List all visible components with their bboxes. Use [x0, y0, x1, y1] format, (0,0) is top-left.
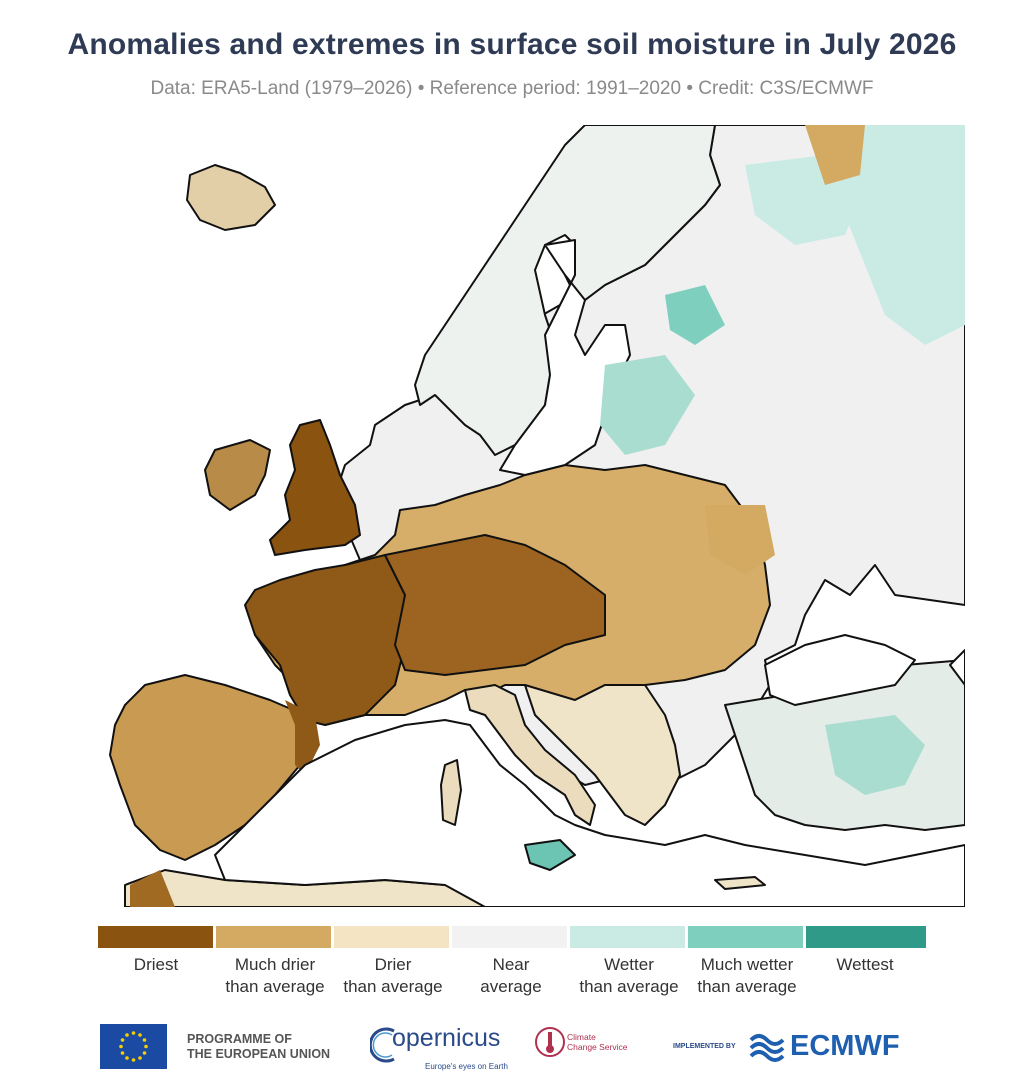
mediterranean-sea	[214, 719, 965, 907]
legend-swatch-much-drier	[216, 926, 331, 948]
eu-stars-icon	[119, 1031, 148, 1062]
caspian-sea	[949, 649, 965, 686]
legend-swatch-wettest	[806, 926, 926, 948]
legend-swatch-near-average	[452, 926, 567, 948]
sicily	[524, 839, 576, 871]
italy	[464, 684, 596, 826]
eu-flag-logo	[100, 1024, 167, 1069]
iceland	[186, 164, 276, 231]
france	[244, 554, 406, 726]
crete	[714, 876, 766, 890]
legend-label-near-average: Near average	[480, 955, 542, 996]
baltic-sea	[499, 239, 631, 476]
great-britain	[269, 419, 361, 556]
copernicus-tagline: Europe's eyes on Earth	[425, 1062, 508, 1071]
legend-label-wettest: Wettest	[836, 955, 894, 974]
map-subtitle: Data: ERA5-Land (1979–2026) • Reference …	[150, 78, 874, 99]
legend-swatch-much-wetter	[688, 926, 803, 948]
copernicus-c-icon	[370, 1027, 395, 1063]
central-dry-belt	[384, 534, 606, 676]
iberian-peninsula	[109, 674, 316, 861]
legend-label-much-drier: Much drier than average	[225, 955, 325, 996]
legend-label-wetter: Wetter than average	[579, 955, 679, 996]
balkans	[524, 684, 681, 826]
legend-label-driest: Driest	[133, 955, 179, 974]
legend-label-drier: Drier than average	[343, 955, 443, 996]
legend-swatch-wetter	[570, 926, 685, 948]
legend-swatch-driest	[98, 926, 213, 948]
black-sea	[764, 634, 916, 706]
soil-moisture-map	[109, 125, 965, 907]
implemented-by-label: IMPLEMENTED BY	[673, 1043, 736, 1050]
ecmwf-waves-icon	[749, 1034, 785, 1062]
map-title: Anomalies and extremes in surface soil m…	[67, 28, 957, 61]
legend-label-much-wetter: Much wetter than average	[697, 955, 797, 996]
c3s-thermometer-icon	[535, 1027, 565, 1057]
corsica-sardinia	[440, 759, 462, 826]
copernicus-logo-text: opernicus	[392, 1024, 501, 1052]
legend-swatch-drier	[334, 926, 449, 948]
ecmwf-logo-text: ECMWF	[790, 1030, 900, 1062]
eu-programme-text: PROGRAMME OF THE EUROPEAN UNION	[187, 1032, 331, 1061]
ireland	[204, 439, 271, 511]
c3s-logo-text: Climate Change Service	[567, 1032, 628, 1052]
